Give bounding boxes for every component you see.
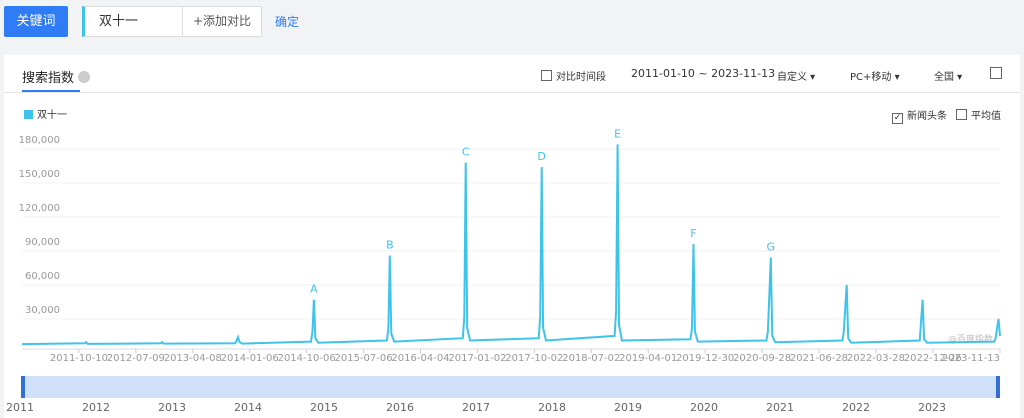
y-tick-label: 60,000 — [25, 271, 60, 282]
tab-label: 搜索指数 — [22, 71, 75, 86]
slider-handle[interactable] — [21, 376, 25, 398]
divider — [4, 92, 1020, 93]
annotation: F — [690, 227, 696, 240]
compare-label: 对比时间段 — [556, 72, 606, 83]
tab[interactable]: 搜索指数 — [22, 67, 91, 86]
x-tick-label: 2012-07-09 — [107, 353, 165, 364]
slider-year: 2023 — [918, 401, 946, 414]
slider-year: 2019 — [614, 401, 642, 414]
slider-year: 2021 — [766, 401, 794, 414]
slider-handle[interactable] — [996, 376, 1000, 398]
legend[interactable]: 双十一 — [24, 106, 67, 121]
add-compare[interactable]: +添加对比 — [182, 6, 262, 37]
annotation: G — [767, 241, 776, 254]
news-toggle[interactable]: ✓ 新闻头条 — [892, 107, 947, 124]
x-tick-label: 2014-10-06 — [278, 353, 336, 364]
x-tick-label: 2018-07-02 — [562, 353, 620, 364]
annotation: A — [310, 283, 318, 296]
x-tick-label: 2016-04-04 — [391, 353, 449, 364]
custom-select[interactable]: 自定义 ▾ — [777, 72, 816, 83]
y-tick-label: 90,000 — [25, 237, 60, 248]
tab-underline — [22, 90, 80, 92]
x-tick-label: 2019-12-30 — [676, 353, 734, 364]
slider-year: 2011 — [6, 401, 34, 414]
checkbox — [541, 70, 552, 81]
annotation: C — [462, 146, 470, 159]
checkbox — [956, 109, 967, 120]
slider-year: 2017 — [462, 401, 490, 414]
y-tick-label: 150,000 — [19, 169, 60, 180]
series-line — [21, 144, 1001, 346]
date-range[interactable]: 2011-01-10 ~ 2023-11-13 — [631, 67, 776, 80]
legend-swatch — [24, 110, 33, 119]
device-select[interactable]: PC+移动 ▾ — [850, 72, 900, 83]
annotation: E — [614, 127, 621, 140]
slider-year: 2022 — [842, 401, 870, 414]
y-tick-label: 30,000 — [25, 305, 60, 316]
x-tick-label: 2022-12-26 — [904, 353, 962, 364]
annotation: D — [537, 150, 545, 163]
keyword-button[interactable]: 关键词 — [4, 6, 68, 37]
x-tick-label: 2017-01-02 — [448, 353, 506, 364]
x-tick-label: 2022-03-28 — [847, 353, 905, 364]
x-tick-label: 2011-10-10 — [50, 353, 108, 364]
slider-year: 2013 — [158, 401, 186, 414]
checkbox: ✓ — [892, 113, 903, 124]
x-tick-label: 2019-04-01 — [619, 353, 677, 364]
legend-label: 双十一 — [37, 110, 67, 121]
region-select[interactable]: 全国 ▾ — [934, 72, 963, 83]
slider-year: 2015 — [310, 401, 338, 414]
slider-year: 2012 — [82, 401, 110, 414]
y-tick-label: 180,000 — [19, 135, 60, 146]
x-tick-label: 2014-01-06 — [221, 353, 279, 364]
x-tick-label: 2017-10-02 — [505, 353, 563, 364]
watermark: @百度指数 — [948, 335, 994, 345]
keyword-input[interactable]: 双十一 — [82, 6, 186, 37]
x-tick-label: 2021-06-28 — [790, 353, 848, 364]
x-tick-label: 2015-07-06 — [335, 353, 393, 364]
help-icon[interactable] — [78, 71, 91, 83]
export-icon[interactable] — [990, 67, 1002, 79]
average-toggle[interactable]: 平均值 — [956, 107, 1001, 122]
compare-toggle[interactable]: 对比时间段 — [541, 68, 606, 83]
y-tick-label: 120,000 — [19, 203, 60, 214]
slider-year: 2014 — [234, 401, 262, 414]
average-label: 平均值 — [971, 111, 1001, 122]
annotation: B — [386, 238, 394, 251]
x-tick-label: 2020-09-28 — [733, 353, 791, 364]
x-tick-label: 2023-11-13 — [942, 353, 1000, 364]
region-label: 全国 — [934, 72, 954, 83]
slider-year: 2016 — [386, 401, 414, 414]
news-label: 新闻头条 — [907, 111, 947, 122]
slider-year: 2018 — [538, 401, 566, 414]
card — [4, 55, 1020, 418]
device-label: PC+移动 — [850, 72, 892, 83]
x-tick-label: 2013-04-08 — [164, 353, 222, 364]
slider-year: 2020 — [690, 401, 718, 414]
confirm[interactable]: 确定 — [275, 15, 300, 29]
custom-label: 自定义 — [777, 72, 807, 83]
range-slider[interactable] — [22, 376, 1000, 398]
